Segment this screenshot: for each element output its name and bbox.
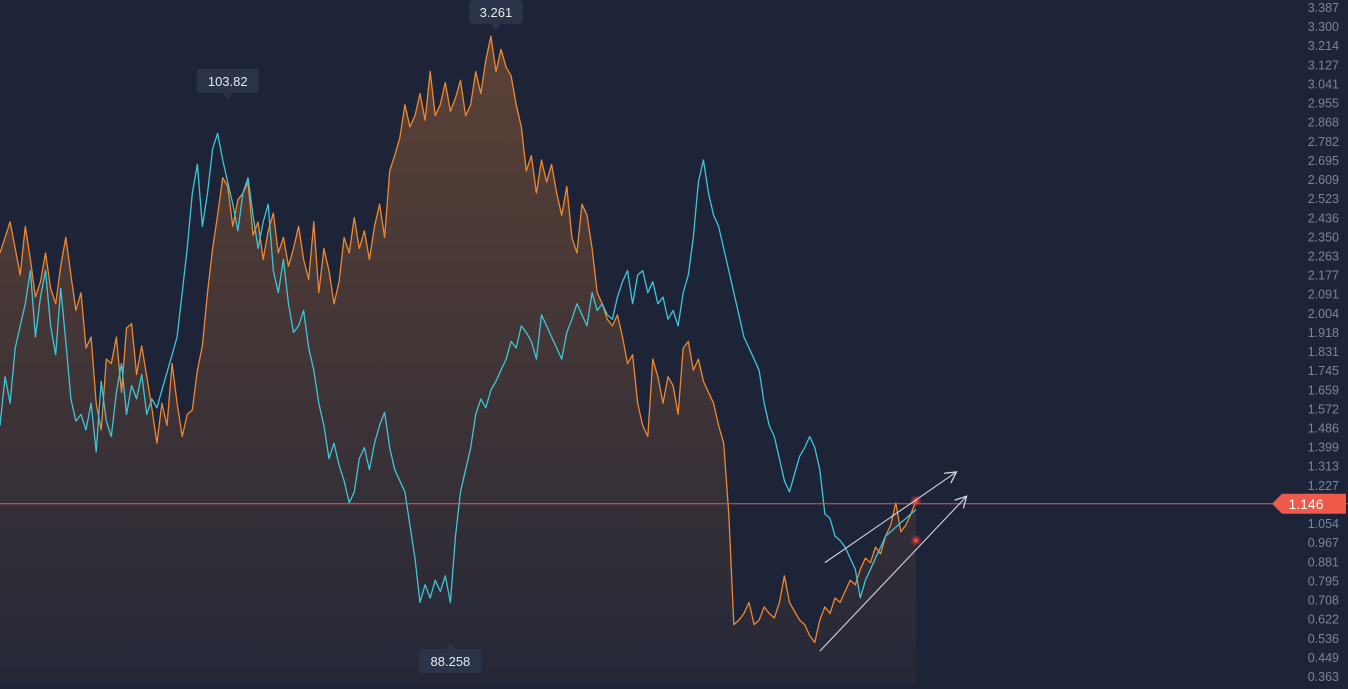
y-tick-label: 2.868 bbox=[1308, 116, 1339, 130]
y-tick-label: 2.436 bbox=[1308, 211, 1339, 225]
area-fill-layer bbox=[0, 36, 916, 685]
y-tick-label: 2.782 bbox=[1308, 135, 1339, 149]
y-tick-label: 0.363 bbox=[1308, 670, 1339, 684]
y-tick-label: 2.350 bbox=[1308, 230, 1339, 244]
y-tick-label: 2.263 bbox=[1308, 249, 1339, 263]
current-price-label: 1.146 bbox=[1288, 496, 1323, 512]
y-tick-label: 1.054 bbox=[1308, 517, 1339, 531]
y-tick-label: 0.622 bbox=[1308, 613, 1339, 627]
y-tick-label: 2.004 bbox=[1308, 307, 1339, 321]
callout-label: 3.261 bbox=[480, 5, 513, 20]
callout-box bbox=[419, 649, 482, 673]
y-tick-label: 2.955 bbox=[1308, 97, 1339, 111]
callout-pointer bbox=[490, 24, 501, 30]
orange-area-fill bbox=[0, 36, 916, 685]
current-price-tag: 1.146 bbox=[1272, 493, 1346, 514]
y-tick-label: 0.795 bbox=[1308, 574, 1339, 588]
callout-pointer bbox=[222, 93, 233, 99]
y-tick-label: 3.214 bbox=[1308, 39, 1339, 53]
y-axis: 3.387 3.300 3.214 3.127 3.041 2.955 2.868 2.782… bbox=[1272, 1, 1346, 684]
trend-arrow-2[interactable] bbox=[819, 495, 968, 652]
y-tick-label: 0.967 bbox=[1308, 536, 1339, 550]
y-tick-label: 2.609 bbox=[1308, 173, 1339, 187]
y-tick-label: 2.091 bbox=[1308, 288, 1339, 302]
y-tick-label: 2.177 bbox=[1308, 269, 1339, 283]
y-tick-label: 1.399 bbox=[1308, 441, 1339, 455]
y-tick-label: 3.041 bbox=[1308, 77, 1339, 91]
callout-103.82: 103.82 bbox=[196, 69, 259, 99]
y-tick-label: 0.536 bbox=[1308, 632, 1339, 646]
cyan-series-line bbox=[0, 132, 917, 604]
annotations-layer bbox=[0, 471, 1348, 652]
y-tick-label: 3.387 bbox=[1308, 1, 1339, 15]
current-price-tag-bg bbox=[1272, 493, 1346, 514]
callout-box bbox=[468, 0, 523, 24]
y-tick-label: 1.572 bbox=[1308, 402, 1339, 416]
y-tick-label: 0.708 bbox=[1308, 594, 1339, 608]
y-tick-label: 2.523 bbox=[1308, 192, 1339, 206]
y-tick-label: 3.300 bbox=[1308, 20, 1339, 34]
y-tick-label: 1.831 bbox=[1308, 345, 1339, 359]
y-tick-label: 1.918 bbox=[1308, 326, 1339, 340]
cyan-last-point bbox=[914, 538, 918, 543]
y-tick-label: 1.659 bbox=[1308, 383, 1339, 397]
callout-label: 103.82 bbox=[208, 74, 248, 89]
y-tick-label: 0.881 bbox=[1308, 555, 1339, 569]
y-tick-label: 1.227 bbox=[1308, 479, 1339, 493]
callout-3.261: 3.261 bbox=[468, 0, 523, 30]
y-tick-label: 0.449 bbox=[1308, 651, 1339, 665]
trend-arrow-1[interactable] bbox=[824, 471, 958, 564]
callouts-layer: 3.261 103.82 88.258 bbox=[196, 0, 523, 673]
callout-pointer bbox=[445, 643, 456, 649]
y-tick-label: 2.695 bbox=[1308, 154, 1339, 168]
series-lines-layer bbox=[0, 35, 917, 643]
y-tick-label: 3.127 bbox=[1308, 58, 1339, 72]
callout-label: 88.258 bbox=[431, 654, 471, 669]
y-tick-label: 1.313 bbox=[1308, 460, 1339, 474]
y-tick-label: 1.486 bbox=[1308, 422, 1339, 436]
orange-series-line bbox=[0, 35, 917, 643]
callout-box bbox=[196, 69, 259, 93]
callout-88.258: 88.258 bbox=[419, 643, 482, 673]
y-tick-label: 1.745 bbox=[1308, 364, 1339, 378]
